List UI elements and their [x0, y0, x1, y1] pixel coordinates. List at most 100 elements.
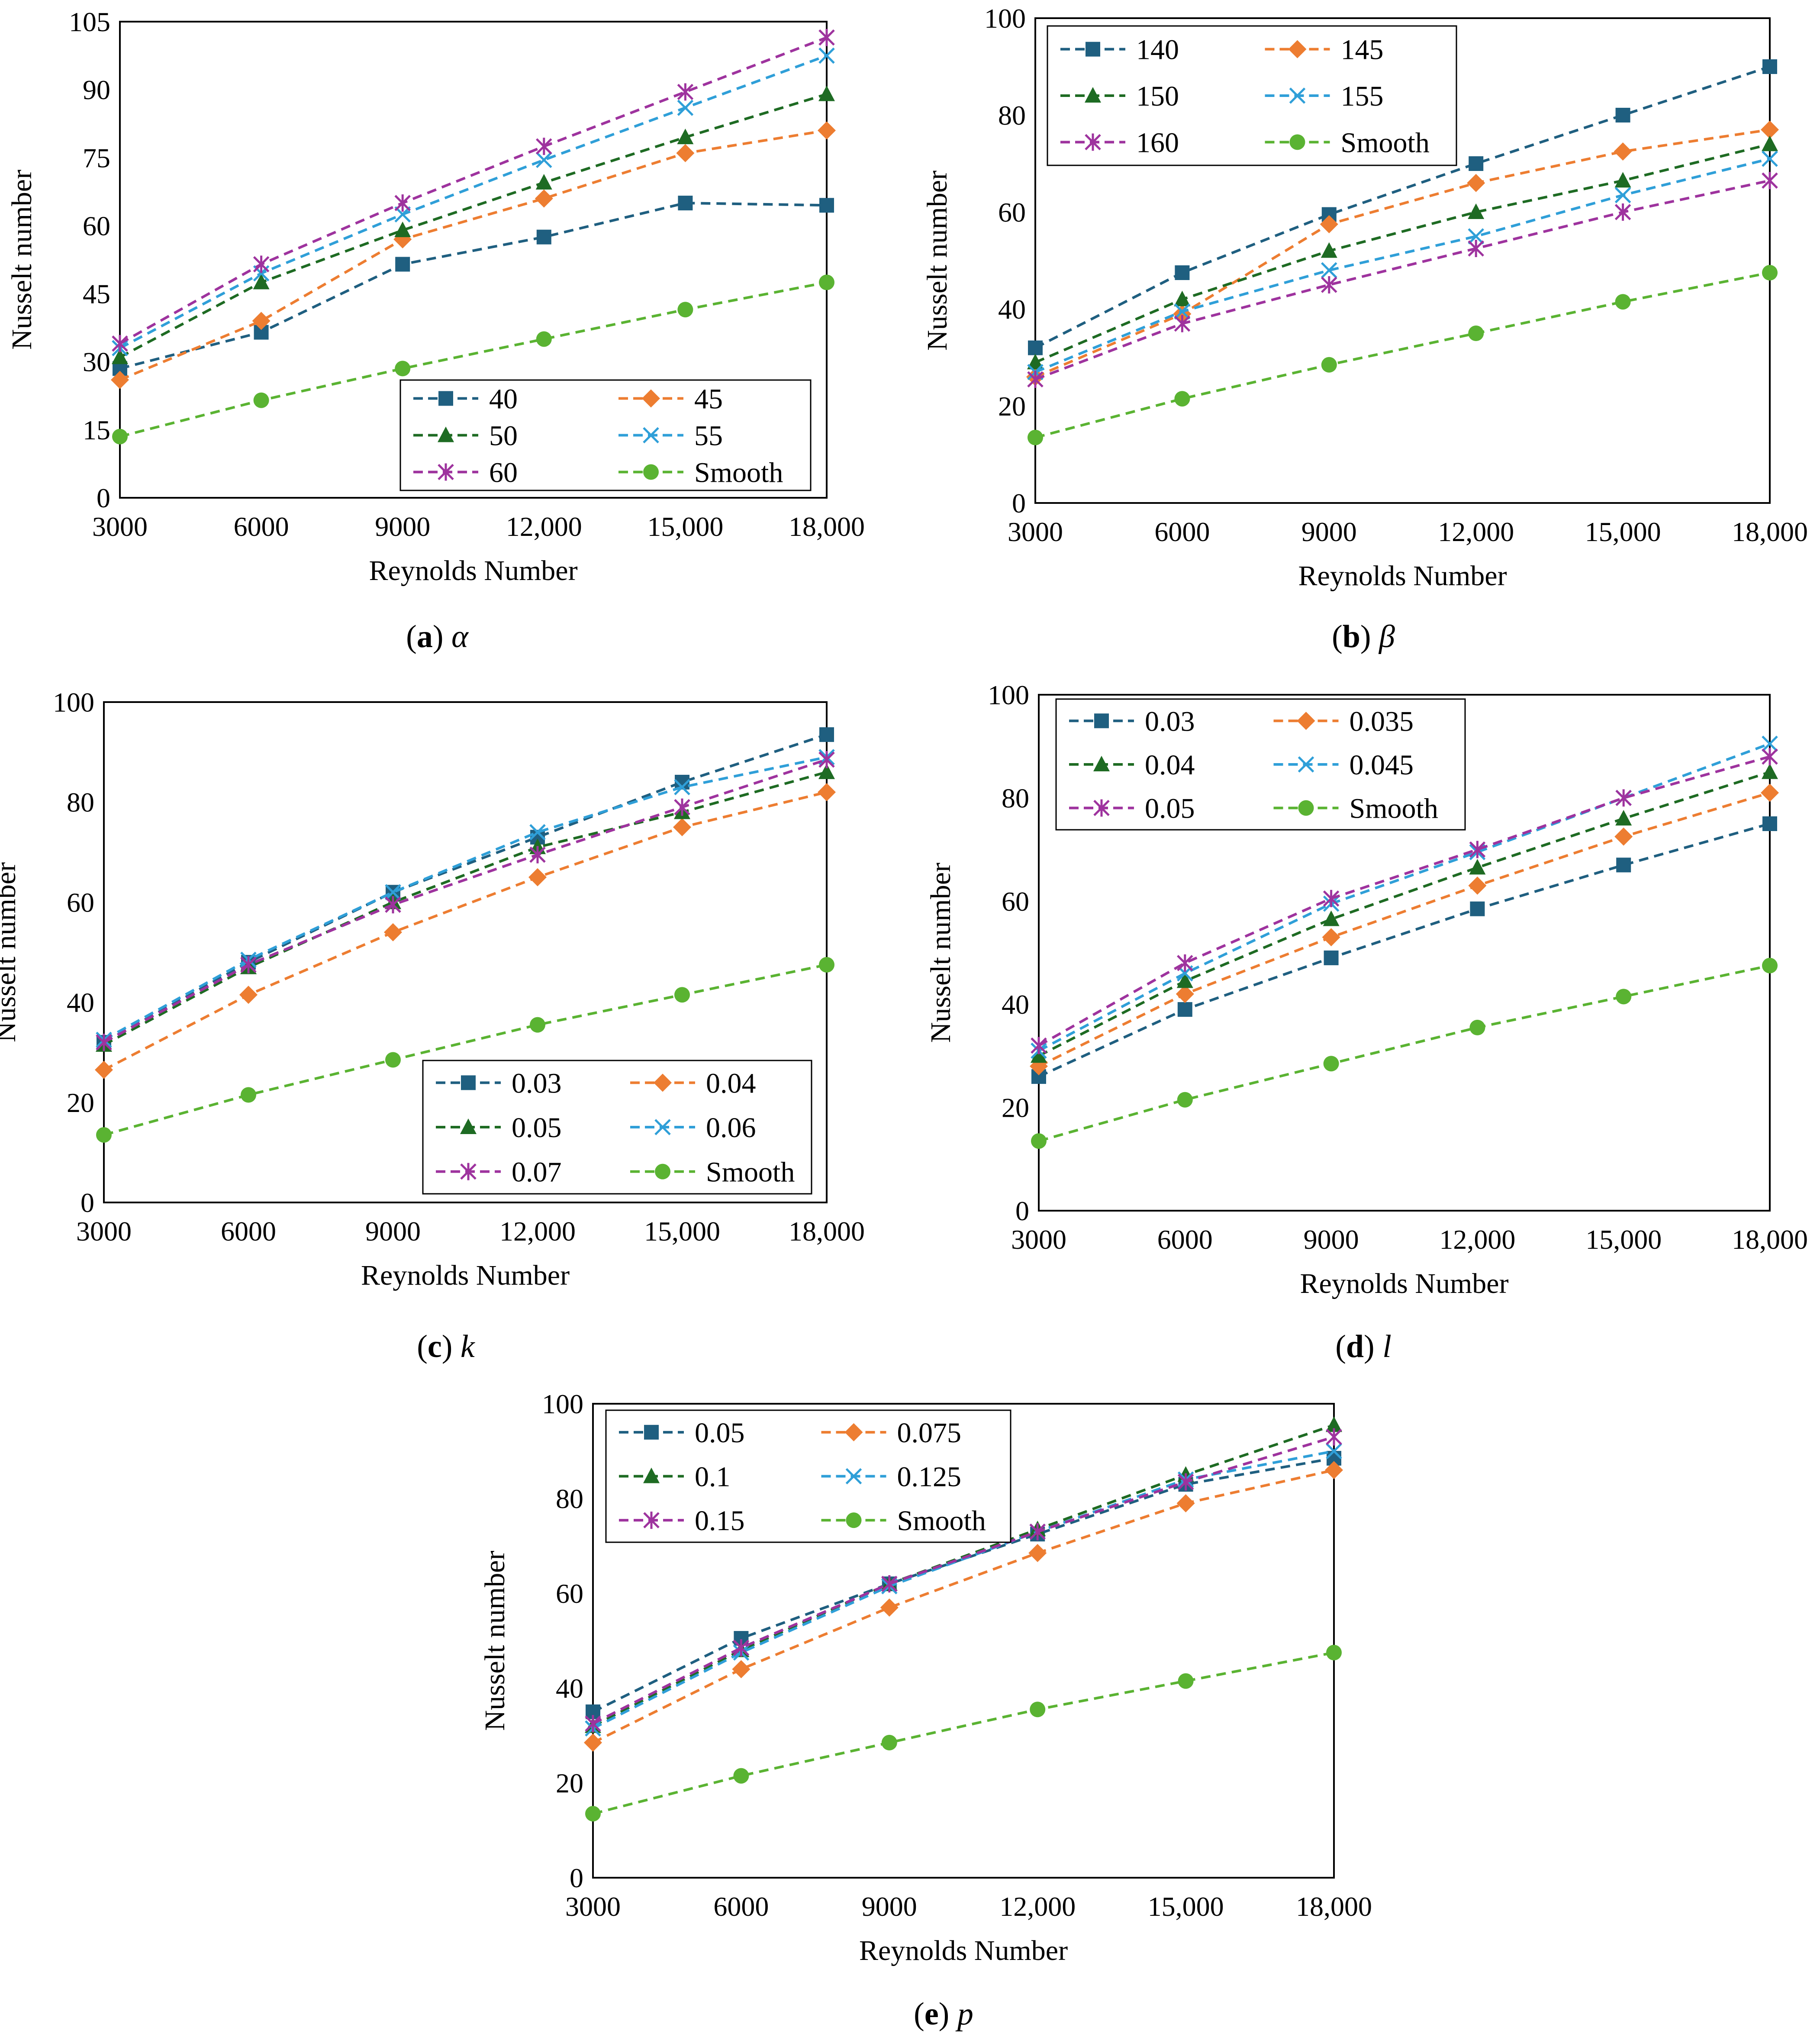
data-point	[1468, 326, 1484, 341]
data-point	[1762, 763, 1778, 779]
legend-marker	[643, 1467, 660, 1483]
legend-marker	[438, 391, 453, 406]
data-point	[1469, 859, 1486, 875]
y-tick-label: 100	[53, 687, 94, 718]
data-point	[530, 1017, 545, 1033]
x-tick-label: 3000	[1008, 516, 1063, 547]
data-point	[385, 884, 401, 901]
data-point	[1174, 290, 1191, 306]
caption-letter: (b)	[1332, 619, 1371, 654]
series-line-0.05	[1038, 755, 1770, 1047]
data-point	[585, 1715, 601, 1733]
x-tick-label: 6000	[221, 1216, 276, 1247]
x-tick-label: 18,000	[789, 1216, 865, 1247]
legend-entry-label: 60	[489, 457, 518, 489]
y-tick-label: 40	[67, 987, 94, 1018]
x-tick-label: 3000	[1011, 1224, 1066, 1255]
legend-entry-label: 50	[489, 420, 518, 452]
x-tick-label: 12,000	[499, 1216, 576, 1247]
y-tick-label: 75	[83, 142, 110, 173]
data-point	[1468, 877, 1487, 895]
series-line-0.15	[592, 1435, 1334, 1725]
series-line-0.03	[1038, 822, 1770, 1078]
legend-marker	[1094, 713, 1109, 728]
legend: 0.03 0.04 0.05 0.06 0.07 Smooth	[422, 1060, 812, 1195]
legend-entry-label: Smooth	[1350, 793, 1438, 825]
data-point	[536, 151, 552, 168]
series-line-60	[119, 36, 828, 345]
legend: 0.03 0.035 0.04 0.045 0.05 Smooth	[1055, 698, 1466, 831]
x-tick-label: 18,000	[789, 511, 865, 542]
y-tick-label: 20	[1002, 1093, 1029, 1123]
data-point	[536, 229, 551, 245]
y-tick-label: 0	[1015, 1196, 1029, 1226]
legend-entry-label: 0.03	[512, 1067, 562, 1099]
series-line-Smooth	[593, 1651, 1334, 1815]
legend-marker	[644, 1425, 659, 1440]
data-point	[881, 1575, 898, 1593]
caption-letter: (c)	[417, 1329, 452, 1364]
data-point	[819, 957, 834, 973]
data-point	[95, 1060, 113, 1079]
data-point	[819, 274, 834, 290]
data-point	[1615, 810, 1632, 826]
data-point	[1615, 294, 1631, 310]
series-line-0.06	[103, 756, 827, 1041]
legend-entry-label: 0.07	[512, 1157, 562, 1188]
data-point	[1177, 1002, 1192, 1017]
data-point	[111, 371, 129, 389]
x-tick-label: 18,000	[1296, 1891, 1372, 1922]
legend-box	[1047, 25, 1457, 166]
data-point	[1468, 228, 1484, 245]
data-point	[385, 896, 401, 914]
series-line-50	[119, 93, 827, 358]
data-point	[394, 194, 411, 212]
chart-caption: (d) l	[1335, 1329, 1392, 1364]
series-line-0.035	[1038, 791, 1770, 1067]
legend-entry-label: 0.03	[1145, 706, 1195, 737]
legend-marker	[643, 1512, 660, 1529]
data-point	[1761, 120, 1779, 139]
y-tick-label: 0	[570, 1863, 583, 1893]
x-tick-label: 3000	[565, 1891, 621, 1922]
series-line-Smooth	[1035, 271, 1770, 439]
series-line-0.04	[103, 791, 827, 1071]
data-point	[112, 335, 128, 352]
data-point	[1323, 910, 1340, 926]
caption-letter: (a)	[406, 619, 443, 654]
caption-symbol: l	[1382, 1329, 1392, 1364]
data-point	[1326, 1644, 1342, 1660]
data-point	[1321, 357, 1337, 373]
legend-entry-label: 155	[1341, 81, 1384, 112]
data-point	[1176, 985, 1194, 1003]
series-line-0.04	[1038, 770, 1770, 1057]
data-point	[676, 144, 695, 162]
legend-marker	[654, 1119, 671, 1135]
x-tick-label: 9000	[862, 1891, 917, 1922]
legend-marker	[438, 463, 454, 481]
plot-area-frame	[103, 701, 828, 1203]
data-point	[1326, 1428, 1342, 1446]
legend-entry-label: 0.05	[1145, 793, 1195, 825]
data-point	[96, 1034, 112, 1051]
y-tick-label: 40	[1002, 989, 1029, 1020]
chart-c: 0 20 40 60 80 100 3000 6000 9000 12,000 15,000 18,0…	[0, 687, 865, 1364]
data-point	[1469, 156, 1484, 171]
x-tick-label: 6000	[1157, 1224, 1213, 1255]
x-axis-title: Reynolds Number	[1298, 560, 1507, 592]
x-tick-label: 3000	[76, 1216, 132, 1247]
data-point	[1614, 203, 1631, 221]
data-point	[1028, 340, 1043, 355]
legend-marker	[643, 427, 659, 444]
legend-entry-label: 0.06	[706, 1112, 756, 1144]
plot-area-frame	[119, 21, 828, 499]
data-point	[112, 429, 128, 445]
data-point	[881, 1734, 897, 1750]
x-tick-label: 9000	[1304, 1224, 1359, 1255]
legend-marker	[1288, 40, 1307, 58]
legend-entry-label: 45	[694, 384, 723, 415]
data-point	[1324, 950, 1339, 965]
y-tick-label: 60	[998, 197, 1026, 228]
y-tick-label: 80	[556, 1483, 583, 1514]
data-point	[1174, 303, 1191, 320]
